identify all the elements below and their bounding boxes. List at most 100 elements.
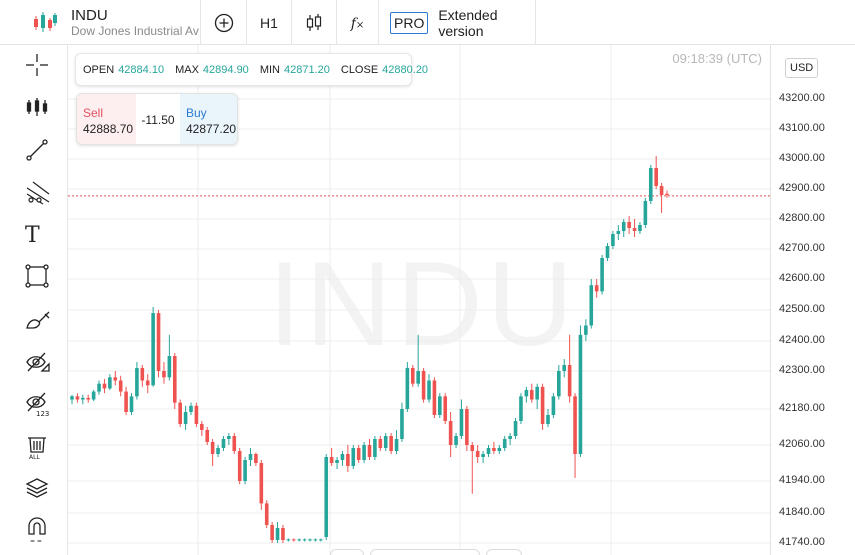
chart-type-button[interactable] bbox=[291, 0, 336, 45]
candle-body bbox=[611, 234, 615, 246]
candle-body bbox=[264, 503, 269, 525]
chart-area[interactable]: INDU 09:18:39 (UTC) bbox=[68, 45, 770, 555]
candle bbox=[86, 394, 91, 403]
candle-body bbox=[97, 383, 101, 392]
trend-line-tool[interactable] bbox=[25, 135, 65, 165]
timeframe-button[interactable]: H1 bbox=[246, 0, 291, 45]
candle-body bbox=[492, 448, 496, 451]
candle bbox=[108, 374, 112, 390]
candle bbox=[302, 538, 307, 542]
candle-body bbox=[210, 442, 215, 454]
close-value: 42880.20 bbox=[382, 63, 429, 76]
candle-body bbox=[378, 439, 383, 448]
candle bbox=[459, 399, 464, 439]
add-symbol-button[interactable] bbox=[200, 0, 246, 45]
candle-body bbox=[659, 186, 664, 195]
price-tick-label: 42800.00 bbox=[779, 212, 825, 224]
candle-body bbox=[129, 396, 134, 412]
candle-body bbox=[308, 539, 312, 541]
crosshair-tool[interactable] bbox=[25, 50, 65, 80]
indicators-button[interactable]: f× bbox=[336, 0, 378, 45]
text-tool[interactable]: T bbox=[25, 220, 65, 250]
function-icon: f× bbox=[350, 15, 365, 32]
candle-body bbox=[248, 454, 253, 460]
candle-body bbox=[151, 313, 155, 386]
candle bbox=[659, 183, 664, 213]
instrument-name[interactable]: Dow Jones Industrial Average bbox=[71, 24, 199, 38]
bottom-control-3[interactable] bbox=[486, 549, 522, 555]
candle-body bbox=[616, 231, 621, 234]
candle bbox=[567, 334, 572, 403]
candle-body bbox=[172, 356, 177, 403]
brush-tool[interactable] bbox=[25, 305, 65, 335]
candle bbox=[259, 460, 264, 510]
hide-indicators-tool[interactable]: 123 bbox=[25, 389, 65, 419]
hide-drawings-tool[interactable] bbox=[25, 347, 65, 377]
sell-label: Sell bbox=[83, 106, 104, 120]
candle bbox=[475, 445, 480, 463]
candle bbox=[308, 538, 312, 542]
candle bbox=[389, 433, 393, 454]
instrument-symbol[interactable]: INDU bbox=[71, 7, 108, 24]
candle bbox=[627, 216, 631, 234]
candle bbox=[654, 156, 658, 189]
candle bbox=[551, 393, 556, 418]
min-label: MIN bbox=[259, 63, 280, 76]
fibonacci-tool[interactable] bbox=[25, 178, 65, 208]
candle-body bbox=[362, 445, 366, 460]
candle-body bbox=[335, 460, 339, 463]
bottom-control-1[interactable] bbox=[330, 549, 364, 555]
magnet-tool[interactable]: = = bbox=[25, 515, 65, 545]
candle bbox=[638, 222, 642, 234]
candle bbox=[151, 306, 155, 387]
rectangle-tool[interactable] bbox=[25, 261, 65, 291]
candle-body bbox=[465, 409, 469, 445]
candle bbox=[189, 402, 193, 415]
delete-all-tool[interactable]: ALL bbox=[25, 432, 65, 462]
candle bbox=[616, 225, 621, 240]
candle-body bbox=[216, 448, 220, 454]
candlestick-chart[interactable] bbox=[68, 45, 770, 555]
layers-tool[interactable] bbox=[25, 473, 65, 503]
candle-body bbox=[118, 380, 123, 392]
candle-body bbox=[497, 448, 502, 451]
hide-drawings-icon bbox=[26, 352, 50, 372]
price-tick-label: 42700.00 bbox=[779, 242, 825, 254]
candle bbox=[329, 448, 334, 466]
candle bbox=[210, 439, 215, 466]
candle-body bbox=[394, 439, 399, 451]
candle-body bbox=[529, 390, 534, 400]
buy-button[interactable]: Buy 42877.20 bbox=[180, 94, 237, 144]
candle-body bbox=[410, 368, 415, 384]
candle bbox=[524, 386, 529, 403]
candle-body bbox=[432, 380, 437, 415]
candle bbox=[227, 433, 231, 445]
price-axis[interactable]: USD 43200.00 43100.00 43000.00 42900.00 4280… bbox=[770, 45, 855, 555]
indicators-tool[interactable] bbox=[25, 92, 65, 122]
candle bbox=[492, 442, 496, 454]
candle bbox=[367, 439, 372, 460]
candle bbox=[535, 383, 539, 409]
bottom-control-2[interactable] bbox=[370, 549, 480, 555]
candle bbox=[270, 522, 274, 543]
candle-body bbox=[286, 539, 291, 541]
candle bbox=[519, 393, 523, 424]
candle-body bbox=[221, 439, 226, 448]
candle bbox=[145, 374, 150, 394]
sell-button[interactable]: Sell 42888.70 bbox=[77, 94, 136, 144]
candle bbox=[162, 362, 166, 384]
candle-body bbox=[178, 402, 182, 424]
candle bbox=[75, 393, 80, 403]
currency-button[interactable]: USD bbox=[785, 58, 819, 78]
candle bbox=[264, 500, 269, 528]
candle bbox=[486, 445, 491, 457]
candle-body bbox=[627, 222, 631, 228]
extended-version-button[interactable]: PRO Extended version bbox=[378, 0, 536, 45]
candle bbox=[172, 353, 177, 409]
candle-body bbox=[156, 313, 161, 371]
candle bbox=[362, 442, 366, 463]
open-value: 42884.10 bbox=[118, 63, 165, 76]
candle bbox=[432, 377, 437, 418]
candle-body bbox=[145, 380, 150, 386]
candle bbox=[513, 418, 518, 439]
